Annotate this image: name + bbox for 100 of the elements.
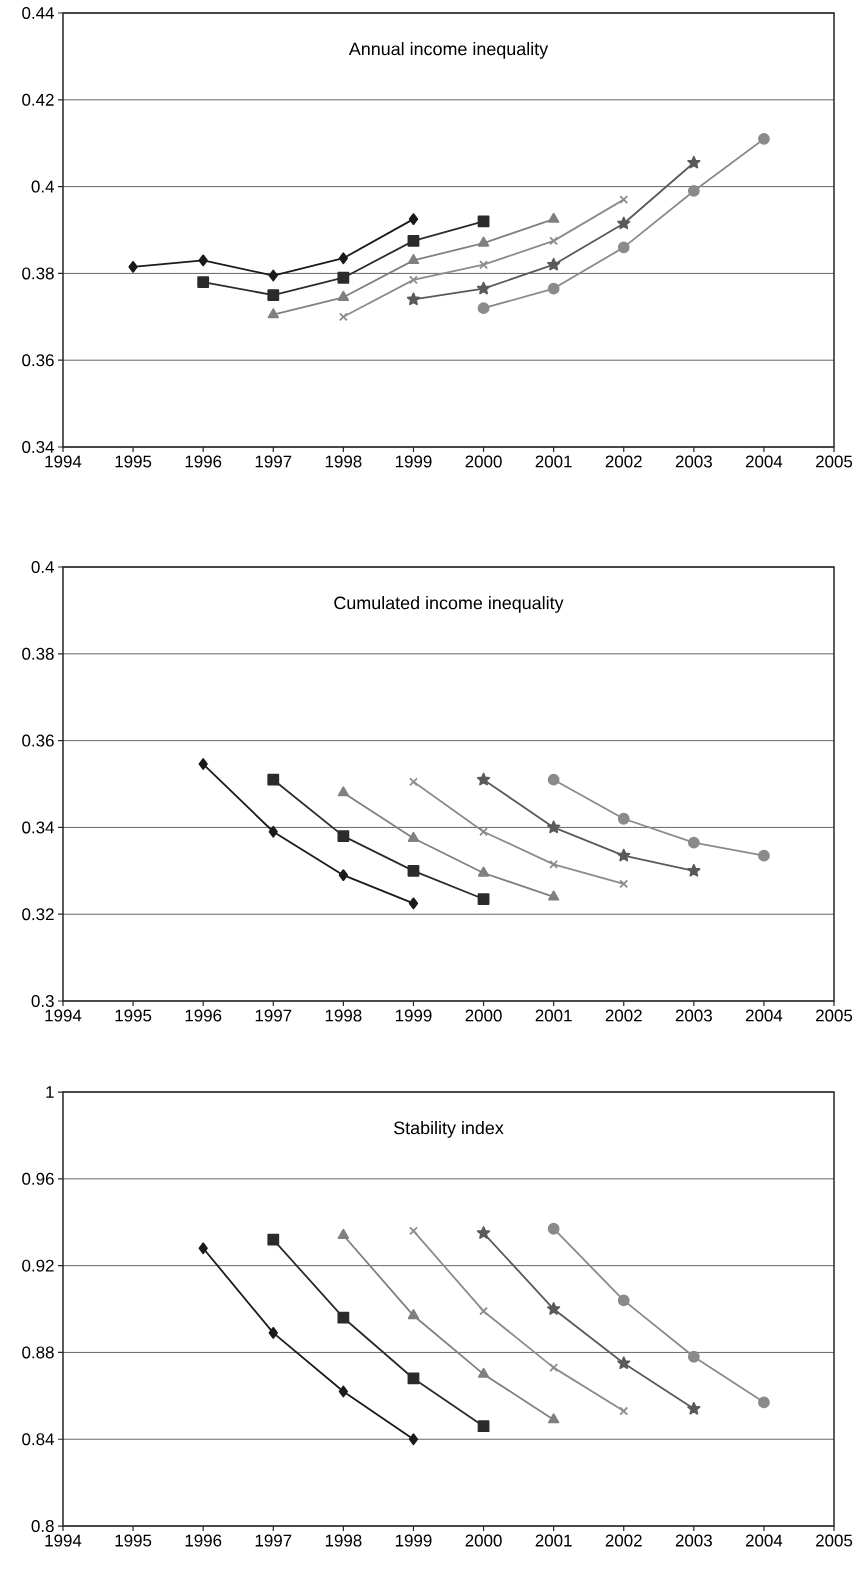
x-tick-label: 1997: [255, 455, 292, 468]
point: [267, 289, 280, 302]
x-tick-label: 2001: [535, 1534, 572, 1547]
point: [476, 281, 491, 295]
y-tick-label: 0.84: [22, 1433, 54, 1446]
y-tick-label: 1: [46, 1086, 54, 1098]
point: [407, 831, 420, 842]
point: [687, 836, 700, 849]
x-tick-label: 1996: [185, 1009, 222, 1022]
point: [128, 260, 138, 273]
y-tick-label: 0.38: [22, 267, 54, 280]
point: [619, 1406, 629, 1416]
point: [547, 282, 560, 295]
x-tick-label: 1996: [185, 1534, 222, 1547]
point: [479, 1306, 488, 1316]
point: [477, 1367, 490, 1378]
point: [197, 276, 210, 288]
x-tick-label: 2005: [816, 455, 853, 468]
x-tick-label: 1999: [395, 455, 432, 468]
point: [268, 1327, 278, 1339]
x-tick-label: 2004: [745, 1534, 783, 1547]
point: [617, 241, 630, 254]
point: [547, 1302, 561, 1315]
point: [547, 1413, 560, 1424]
point: [617, 848, 631, 862]
point: [477, 893, 490, 905]
point: [617, 1356, 631, 1370]
x-tick-label: 1997: [255, 1009, 292, 1022]
text: Stability index: [394, 1121, 504, 1138]
point: [549, 1363, 559, 1373]
point: [268, 825, 278, 838]
y-tick-label: 0.44: [22, 7, 54, 19]
y-tick-label: 0.36: [22, 734, 54, 747]
point: [476, 1226, 491, 1239]
point: [408, 213, 419, 226]
point: [267, 773, 280, 786]
point: [547, 257, 561, 271]
text: Annual income inequality: [348, 42, 549, 59]
point: [337, 786, 350, 797]
point: [547, 1222, 560, 1235]
y-tick-label: 0.34: [22, 441, 54, 454]
x-tick-label: 2001: [535, 1009, 572, 1022]
point: [406, 292, 421, 306]
point: [758, 849, 770, 862]
x-tick-label: 2000: [465, 1009, 502, 1022]
point: [687, 155, 701, 169]
point: [547, 820, 561, 834]
point: [547, 773, 560, 786]
x-tick-label: 2002: [605, 1534, 642, 1547]
point: [687, 1350, 700, 1363]
x-tick-label: 2001: [535, 455, 572, 468]
point: [687, 1401, 701, 1415]
x-tick-label: 1995: [115, 455, 152, 468]
point: [407, 234, 420, 247]
point: [409, 1226, 418, 1236]
x-tick-label: 1999: [395, 1009, 432, 1022]
point: [477, 1420, 490, 1433]
point: [407, 253, 420, 265]
point: [617, 812, 630, 825]
point: [338, 869, 349, 882]
point: [477, 215, 490, 228]
point: [337, 290, 350, 301]
point: [198, 758, 208, 770]
point: [619, 879, 629, 889]
point: [267, 1233, 280, 1246]
text: Cumulated income inequality: [334, 596, 564, 613]
x-tick-label: 1996: [185, 455, 222, 468]
x-tick-label: 1994: [45, 455, 82, 468]
x-tick-label: 1995: [115, 1534, 152, 1547]
point: [479, 827, 488, 837]
y-tick-label: 0.4: [31, 180, 54, 193]
point: [409, 275, 418, 285]
x-tick-label: 1998: [325, 1009, 362, 1022]
y-tick-label: 0.34: [22, 821, 54, 834]
x-tick-label: 2002: [605, 455, 642, 468]
point: [338, 312, 348, 322]
point: [198, 254, 208, 267]
point: [619, 195, 629, 205]
x-tick-label: 2000: [465, 455, 502, 468]
point: [338, 1385, 349, 1398]
point: [408, 897, 419, 910]
y-tick-label: 0.3: [31, 995, 54, 1008]
x-tick-label: 1998: [325, 455, 362, 468]
point: [687, 185, 700, 197]
point: [268, 269, 278, 282]
x-tick-label: 1998: [325, 1534, 362, 1547]
x-tick-label: 2005: [816, 1009, 853, 1022]
x-tick-label: 2003: [675, 455, 712, 468]
point: [547, 212, 560, 223]
point: [477, 236, 490, 247]
point: [549, 236, 559, 246]
x-tick-label: 1994: [45, 1009, 82, 1022]
point: [547, 890, 560, 901]
y-tick-label: 0.92: [22, 1259, 54, 1272]
point: [758, 1396, 770, 1409]
point: [477, 866, 490, 877]
point: [617, 1294, 630, 1307]
point: [267, 308, 279, 319]
x-tick-label: 1994: [45, 1534, 82, 1547]
point: [338, 252, 349, 265]
